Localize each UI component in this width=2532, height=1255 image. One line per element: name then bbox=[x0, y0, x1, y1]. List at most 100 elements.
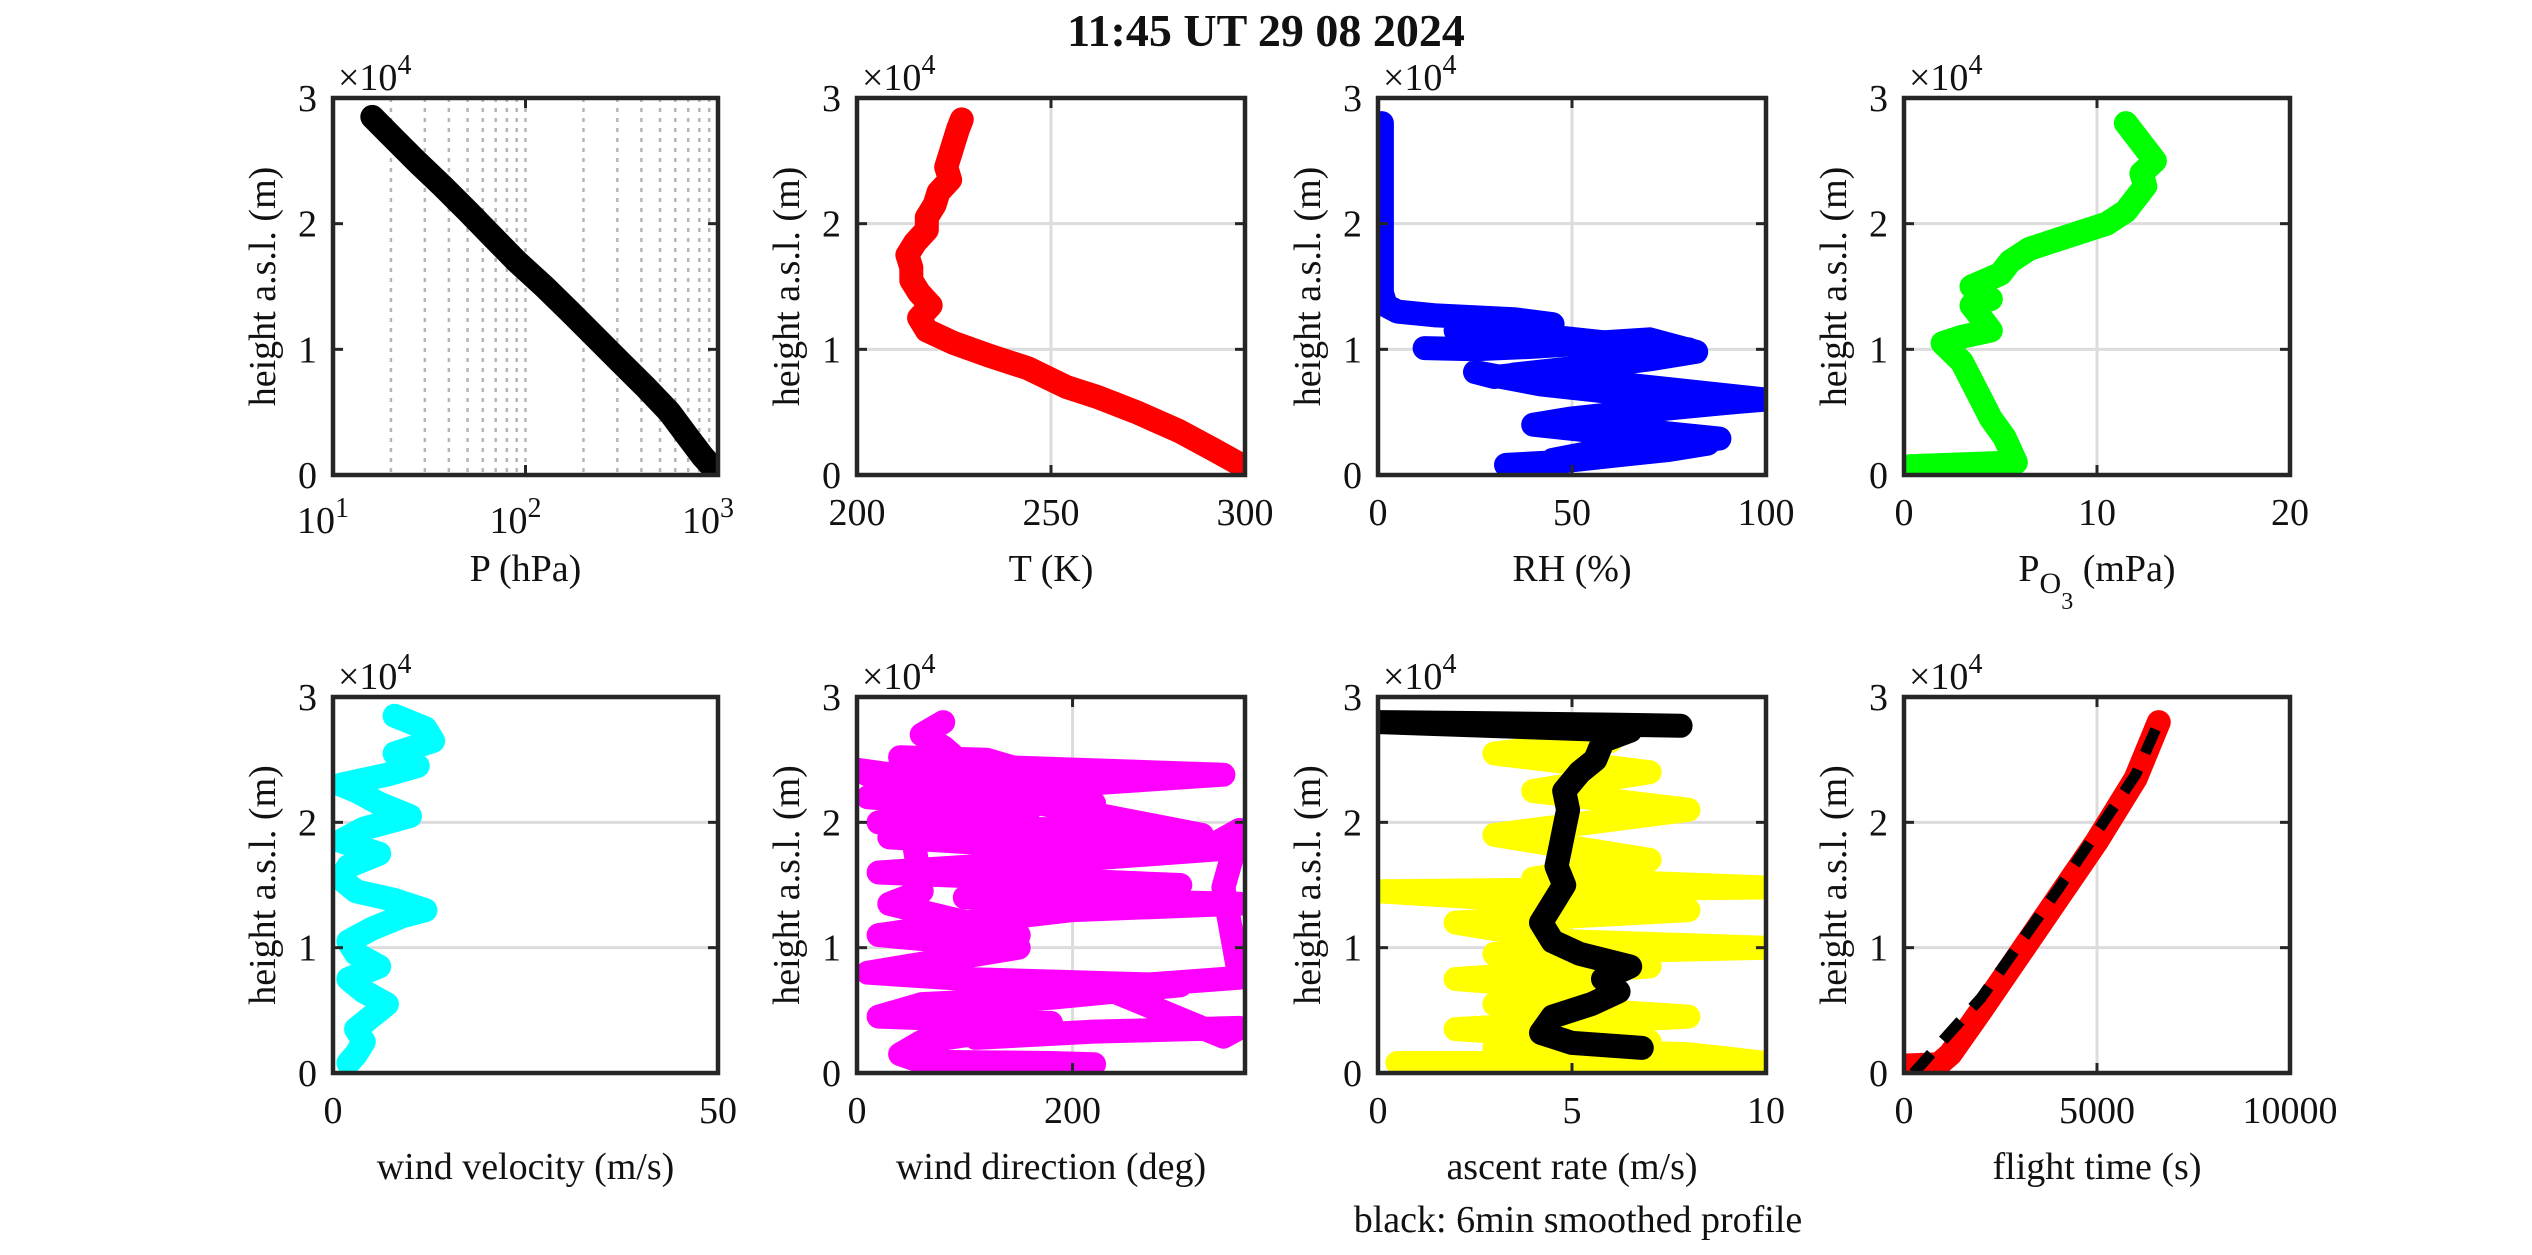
figure-footnote: black: 6min smoothed profile bbox=[1354, 1199, 1803, 1241]
x-tick-label-base: 10 bbox=[297, 500, 335, 542]
x-tick-labels: 101 102 103 bbox=[297, 493, 734, 542]
chart-plot-area bbox=[360, 104, 718, 475]
chart-plot-area bbox=[857, 710, 1245, 1073]
series-line-1 bbox=[1378, 710, 1693, 1060]
y-axis-label: height a.s.l. (m) bbox=[1813, 765, 1855, 1005]
x-tick-labels: 0 5 10 bbox=[1369, 1090, 1786, 1132]
x-tick-label: 200 bbox=[1044, 1090, 1101, 1132]
y-exponent-superscript: 4 bbox=[397, 649, 411, 680]
x-tick-label: 5 bbox=[1563, 1090, 1582, 1132]
y-exponent-label: ×104 bbox=[1909, 649, 1982, 698]
y-exponent-superscript: 4 bbox=[1442, 649, 1456, 680]
x-tick-label: 10000 bbox=[2243, 1090, 2338, 1132]
y-tick-label: 0 bbox=[1343, 455, 1362, 497]
y-tick-label: 1 bbox=[298, 329, 317, 371]
x-tick-label: 0 bbox=[1369, 1090, 1388, 1132]
y-tick-label: 0 bbox=[1869, 1053, 1888, 1095]
series-line-0 bbox=[360, 104, 718, 475]
y-tick-label: 2 bbox=[822, 204, 841, 246]
x-axis-label: wind direction (deg) bbox=[896, 1146, 1206, 1188]
x-tick-label: 100 bbox=[1738, 492, 1795, 534]
y-tick-labels: 0 1 2 3 bbox=[298, 677, 317, 1095]
y-tick-label: 0 bbox=[822, 455, 841, 497]
y-tick-label: 3 bbox=[822, 78, 841, 120]
x-axis-label-subscript: O bbox=[2040, 567, 2062, 600]
chart-axes-box bbox=[1901, 694, 2293, 1076]
chart-temperature: 200 250 300 0 1 2 3 ×104 T (K) height a.s.l. (m) bbox=[766, 50, 1274, 590]
chart-plot-area bbox=[333, 703, 446, 1073]
y-tick-label: 2 bbox=[822, 802, 841, 844]
chart-axes-box bbox=[1375, 95, 1769, 478]
y-exponent-label: ×104 bbox=[1383, 649, 1456, 698]
x-tick-label: 50 bbox=[699, 1090, 737, 1132]
y-tick-labels: 0 1 2 3 bbox=[1869, 677, 1888, 1095]
x-axis-label: RH (%) bbox=[1512, 548, 1631, 590]
y-tick-labels: 0 1 2 3 bbox=[298, 78, 317, 497]
x-axis-label-subsubscript: 3 bbox=[2061, 589, 2073, 615]
y-tick-label: 0 bbox=[298, 1053, 317, 1095]
y-exponent-label: ×104 bbox=[862, 649, 935, 698]
series-line-0 bbox=[1904, 111, 2167, 475]
chart-rh: 0 50 100 0 1 2 3 ×104 RH (%) height a.s.l. (m) bbox=[1287, 50, 1795, 590]
y-tick-label: 3 bbox=[298, 677, 317, 719]
x-tick-label: 20 bbox=[2271, 492, 2309, 534]
y-exponent-label: ×104 bbox=[862, 50, 935, 99]
x-axis-label: PO3 (mPa) bbox=[2018, 548, 2175, 615]
x-tick-label-exponent: 3 bbox=[720, 493, 734, 524]
chart-plot-area bbox=[1904, 710, 2171, 1073]
y-tick-label: 3 bbox=[1869, 78, 1888, 120]
y-tick-label: 2 bbox=[298, 204, 317, 246]
chart-axes-box bbox=[854, 95, 1248, 478]
y-tick-label: 2 bbox=[1343, 204, 1362, 246]
x-axis-label: flight time (s) bbox=[1993, 1146, 2202, 1188]
y-tick-label: 1 bbox=[1343, 928, 1362, 970]
x-tick-label-base: 10 bbox=[682, 500, 720, 542]
y-tick-label: 3 bbox=[822, 677, 841, 719]
x-tick-label: 0 bbox=[324, 1090, 343, 1132]
y-tick-label: 3 bbox=[1343, 677, 1362, 719]
chart-axes-box bbox=[1375, 694, 1769, 1076]
y-tick-labels: 0 1 2 3 bbox=[1343, 78, 1362, 497]
y-tick-label: 2 bbox=[1869, 204, 1888, 246]
chart-flight_time: 0 5000 10000 0 1 2 3 ×104 flight time (s) height … bbox=[1813, 649, 2338, 1188]
x-tick-label: 101 bbox=[297, 493, 349, 542]
y-exponent-label: ×104 bbox=[338, 50, 411, 99]
y-exponent-superscript: 4 bbox=[921, 649, 935, 680]
y-tick-label: 3 bbox=[1869, 677, 1888, 719]
series-line-1 bbox=[1909, 719, 2164, 1073]
chart-axes-box bbox=[330, 95, 721, 478]
y-axis-label: height a.s.l. (m) bbox=[1287, 167, 1329, 407]
x-tick-label-exponent: 1 bbox=[335, 493, 349, 524]
x-tick-label: 5000 bbox=[2059, 1090, 2135, 1132]
y-axis-label: height a.s.l. (m) bbox=[1813, 167, 1855, 407]
x-axis-label: ascent rate (m/s) bbox=[1446, 1146, 1697, 1188]
chart-axes-box bbox=[854, 694, 1248, 1076]
x-tick-label: 102 bbox=[490, 493, 542, 542]
y-axis-label: height a.s.l. (m) bbox=[766, 765, 808, 1005]
y-tick-label: 1 bbox=[822, 928, 841, 970]
chart-wind_direction: 0 200 0 1 2 3 ×104 wind direction (deg) height a… bbox=[766, 649, 1248, 1188]
x-tick-label: 0 bbox=[848, 1090, 867, 1132]
chart-ascent_rate: 0 5 10 0 1 2 3 ×104 ascent rate (m/s) height a.s.… bbox=[1287, 649, 1785, 1188]
figure-title: 11:45 UT 29 08 2024 bbox=[1067, 5, 1465, 56]
x-tick-labels: 0 50 bbox=[324, 1090, 738, 1132]
y-tick-label: 0 bbox=[822, 1053, 841, 1095]
y-axis-label: height a.s.l. (m) bbox=[242, 765, 284, 1005]
y-tick-label: 1 bbox=[822, 329, 841, 371]
y-exponent-label: ×104 bbox=[1383, 50, 1456, 99]
y-exponent-superscript: 4 bbox=[1968, 649, 1982, 680]
x-axis-label: T (K) bbox=[1009, 548, 1094, 590]
y-tick-label: 1 bbox=[1343, 329, 1362, 371]
y-tick-label: 2 bbox=[1343, 802, 1362, 844]
y-tick-label: 1 bbox=[298, 928, 317, 970]
chart-plot-area bbox=[895, 107, 1245, 475]
chart-ozone: 0 10 20 0 1 2 3 ×104 PO3 (mPa) height a.s.l. (m) bbox=[1813, 50, 2309, 615]
y-tick-labels: 0 1 2 3 bbox=[822, 78, 841, 497]
x-tick-labels: 0 200 bbox=[848, 1090, 1102, 1132]
x-tick-label: 50 bbox=[1553, 492, 1591, 534]
chart-plot-area bbox=[1904, 111, 2167, 475]
y-axis-label: height a.s.l. (m) bbox=[242, 167, 284, 407]
y-exponent-superscript: 4 bbox=[1968, 50, 1982, 81]
y-tick-label: 1 bbox=[1869, 928, 1888, 970]
